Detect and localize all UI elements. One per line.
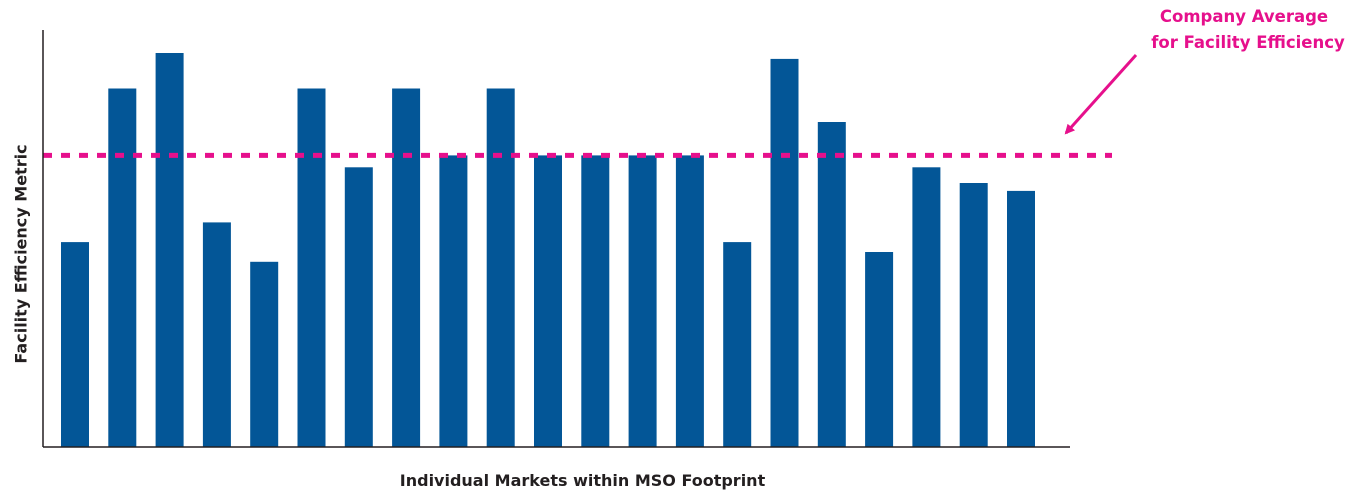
bar-market-2 <box>108 88 137 447</box>
bar-market-8 <box>392 88 421 447</box>
annotation-label-line-2: for Facility Efficiency <box>1151 33 1345 52</box>
bar-market-15 <box>723 242 752 447</box>
annotation-arrow-icon <box>1064 53 1138 135</box>
bar-market-3 <box>155 53 184 447</box>
bar-market-5 <box>250 261 279 447</box>
bar-market-11 <box>534 155 562 447</box>
bar-market-19 <box>912 167 941 448</box>
bar-market-13 <box>628 155 657 447</box>
bar-market-18 <box>865 252 894 447</box>
bar-market-9 <box>439 155 468 447</box>
x-axis-title: Individual Markets within MSO Footprint <box>400 471 766 490</box>
bar-market-17 <box>817 122 846 447</box>
bar-market-20 <box>959 183 988 447</box>
bar-market-10 <box>486 88 515 447</box>
bars-group <box>61 53 1035 448</box>
bar-market-1 <box>61 242 89 447</box>
bar-market-4 <box>202 222 231 447</box>
bar-market-14 <box>675 155 704 447</box>
y-axis-title: Facility Efficiency Metric <box>12 144 31 363</box>
bar-market-16 <box>770 58 799 448</box>
bar-market-6 <box>297 88 326 447</box>
bar-market-12 <box>581 155 610 447</box>
annotation-label-line-1: Company Average <box>1160 7 1328 26</box>
bar-market-21 <box>1007 190 1035 447</box>
bar-market-7 <box>344 167 373 448</box>
